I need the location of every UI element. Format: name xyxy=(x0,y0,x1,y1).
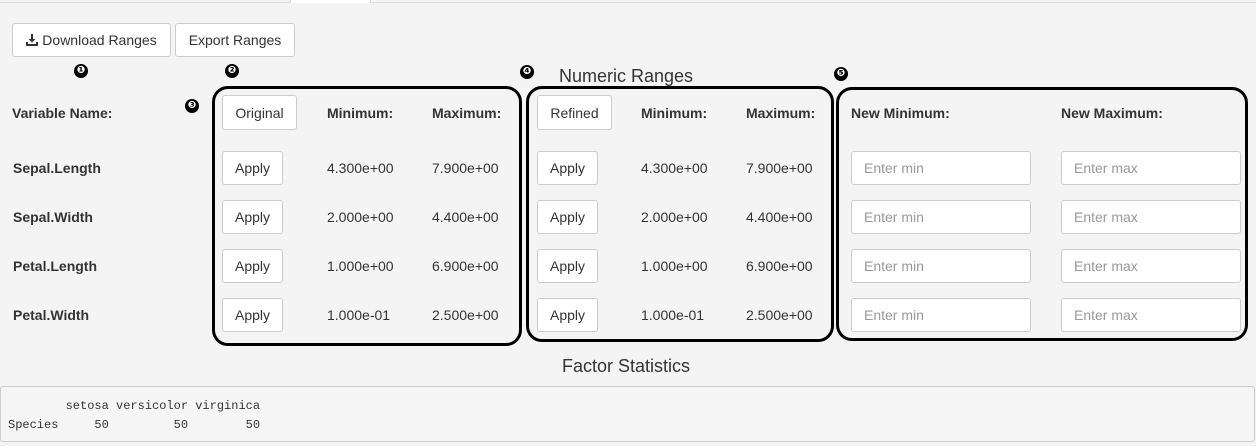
variable-label-sepal-length: Sepal.Length xyxy=(13,160,101,176)
annotation-marker-1: ❶ xyxy=(74,64,88,78)
original-ranges-highlight-box xyxy=(212,86,522,346)
new-ranges-highlight-box xyxy=(836,87,1248,341)
apply-label: Apply xyxy=(234,307,271,323)
annotation-marker-2: ❷ xyxy=(225,64,239,78)
new-minimum-header: New Minimum: xyxy=(851,105,950,121)
refined-ranges-highlight-box xyxy=(526,86,834,342)
refined-maximum-header: Maximum: xyxy=(746,105,816,121)
new-min-input[interactable] xyxy=(851,200,1031,234)
factor-statistics-output: setosa versicolor virginica Species 50 5… xyxy=(8,399,261,432)
refined-button-label: Refined xyxy=(550,104,599,121)
apply-refined-button[interactable]: Apply xyxy=(537,249,598,283)
refined-min-value: 4.300e+00 xyxy=(641,160,708,176)
refined-max-value: 4.400e+00 xyxy=(746,209,813,225)
refined-min-value: 1.000e-01 xyxy=(641,307,705,323)
apply-label: Apply xyxy=(234,258,271,274)
new-min-input[interactable] xyxy=(851,298,1031,332)
variable-name-header: Variable Name: xyxy=(12,105,113,121)
original-max-value: 4.400e+00 xyxy=(432,209,499,225)
original-minimum-header: Minimum: xyxy=(327,105,394,121)
new-min-input[interactable] xyxy=(851,249,1031,283)
download-ranges-button[interactable]: Download Ranges xyxy=(12,23,171,57)
numeric-ranges-title: Numeric Ranges xyxy=(558,66,694,86)
download-icon xyxy=(26,34,39,46)
variable-label-petal-width: Petal.Width xyxy=(13,307,90,323)
apply-label: Apply xyxy=(549,160,586,176)
new-max-input[interactable] xyxy=(1061,151,1241,185)
refined-button[interactable]: Refined xyxy=(537,95,612,130)
annotation-marker-4: ❹ xyxy=(520,65,534,79)
apply-label: Apply xyxy=(549,209,586,225)
refined-minimum-header: Minimum: xyxy=(641,105,708,121)
original-button-label: Original xyxy=(235,104,284,121)
refined-max-value: 2.500e+00 xyxy=(746,307,813,323)
factor-statistics-title: Factor Statistics xyxy=(561,356,691,376)
active-tab-stub[interactable] xyxy=(290,0,371,3)
apply-label: Apply xyxy=(549,307,586,323)
tab-strip-border xyxy=(0,2,1256,3)
apply-original-button[interactable]: Apply xyxy=(222,151,283,185)
new-maximum-header: New Maximum: xyxy=(1061,105,1163,121)
original-min-value: 1.000e+00 xyxy=(327,258,394,274)
variable-label-sepal-width: Sepal.Width xyxy=(13,209,93,225)
original-button[interactable]: Original xyxy=(222,95,297,130)
original-max-value: 6.900e+00 xyxy=(432,258,499,274)
apply-refined-button[interactable]: Apply xyxy=(537,298,598,332)
annotation-marker-5: ❺ xyxy=(834,67,848,81)
new-max-input[interactable] xyxy=(1061,200,1241,234)
apply-label: Apply xyxy=(234,160,271,176)
apply-refined-button[interactable]: Apply xyxy=(537,151,598,185)
original-min-value: 2.000e+00 xyxy=(327,209,394,225)
apply-label: Apply xyxy=(549,258,586,274)
refined-min-value: 1.000e+00 xyxy=(641,258,708,274)
variable-label-petal-length: Petal.Length xyxy=(13,258,98,274)
original-max-value: 2.500e+00 xyxy=(432,307,499,323)
new-max-input[interactable] xyxy=(1061,298,1241,332)
original-min-value: 1.000e-01 xyxy=(327,307,391,323)
refined-max-value: 7.900e+00 xyxy=(746,160,813,176)
original-maximum-header: Maximum: xyxy=(432,105,502,121)
export-ranges-button[interactable]: Export Ranges xyxy=(175,23,295,57)
annotation-marker-3: ❸ xyxy=(185,99,199,113)
refined-min-value: 2.000e+00 xyxy=(641,209,708,225)
apply-original-button[interactable]: Apply xyxy=(222,200,283,234)
apply-label: Apply xyxy=(234,209,271,225)
apply-refined-button[interactable]: Apply xyxy=(537,200,598,234)
new-max-input[interactable] xyxy=(1061,249,1241,283)
refined-max-value: 6.900e+00 xyxy=(746,258,813,274)
apply-original-button[interactable]: Apply xyxy=(222,298,283,332)
apply-original-button[interactable]: Apply xyxy=(222,249,283,283)
download-ranges-label: Download Ranges xyxy=(42,32,157,48)
original-max-value: 7.900e+00 xyxy=(432,160,499,176)
original-min-value: 4.300e+00 xyxy=(327,160,394,176)
factor-statistics-output-box xyxy=(0,386,1255,442)
export-ranges-label: Export Ranges xyxy=(188,32,282,48)
new-min-input[interactable] xyxy=(851,151,1031,185)
